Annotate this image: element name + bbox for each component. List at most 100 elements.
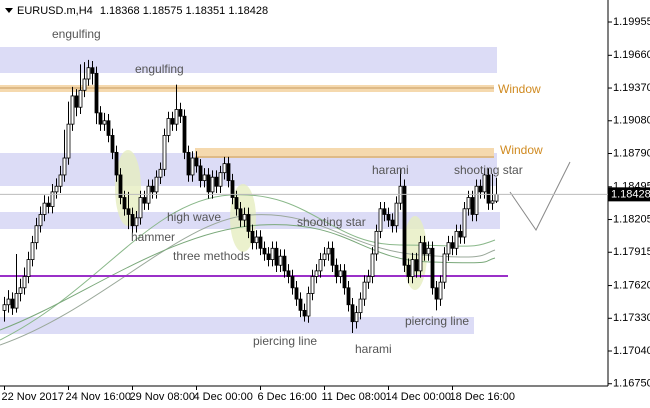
candle-body: [222, 163, 227, 174]
candle-body: [354, 312, 359, 323]
candle-body: [250, 230, 255, 244]
candle-body: [342, 270, 347, 289]
candle-body: [434, 287, 439, 300]
y-tick-label: 1.18790: [613, 147, 650, 159]
candle-body: [318, 259, 323, 272]
candle-body: [310, 276, 315, 294]
menu-icon: [5, 8, 13, 13]
candle-body: [482, 174, 487, 193]
candle-body: [386, 214, 391, 221]
candle-body: [302, 309, 307, 317]
candle-body: [418, 242, 423, 272]
candle-body: [118, 174, 123, 198]
y-tick-label: 1.17620: [613, 279, 650, 291]
x-tick-label: 11 Dec 08:00: [322, 391, 387, 403]
candle-body: [414, 259, 419, 272]
candle-body: [446, 242, 451, 255]
candle-body: [334, 264, 339, 277]
y-tick-label: 1.19660: [613, 49, 650, 61]
candle-body: [450, 242, 455, 249]
candle-body: [130, 214, 135, 227]
candle-body: [338, 270, 343, 277]
candle-body: [26, 259, 31, 277]
candle-body: [346, 287, 351, 306]
zones: [0, 47, 500, 334]
candle-body: [258, 236, 263, 249]
candle-body: [266, 253, 271, 260]
candle-body: [42, 202, 47, 215]
candle-body: [298, 298, 303, 311]
candle-body: [470, 197, 475, 215]
x-tick-label: 24 Nov 16:00: [66, 391, 131, 403]
candle-body: [170, 118, 175, 125]
y-tick-label: 1.19955: [613, 16, 650, 28]
ma-line: [0, 224, 496, 331]
x-tick-label: 22 Nov 2017: [2, 391, 64, 403]
candle-body: [206, 174, 211, 193]
candle-body: [2, 304, 7, 311]
candle-body: [478, 185, 483, 193]
candle-body: [34, 225, 39, 244]
candle-body: [22, 276, 27, 289]
y-tick-label: 1.19080: [613, 115, 650, 127]
candle-body: [70, 95, 75, 125]
candle-body: [230, 180, 235, 198]
price-label: 1.18428: [611, 188, 650, 200]
candle-body: [198, 165, 203, 181]
candle-body: [374, 230, 379, 255]
y-tick-label: 1.16750: [613, 378, 650, 390]
highlight: [115, 150, 141, 226]
close: 1.18428: [228, 5, 268, 17]
header: EURUSD.m,H4 1.18368 1.18575 1.18351 1.18…: [5, 5, 268, 17]
x-tick-label: 14 Dec 00:00: [386, 391, 451, 403]
candle-body: [10, 298, 15, 309]
annotation: hammer: [131, 230, 175, 244]
candle-body: [226, 163, 231, 181]
candle-body: [494, 193, 499, 202]
candle-body: [358, 298, 363, 314]
annotation: engulfing: [52, 27, 101, 41]
annotation: Window: [500, 143, 543, 157]
y-tick-label: 1.18205: [613, 213, 650, 225]
candle-body: [186, 151, 191, 176]
candle-body: [106, 120, 111, 136]
candle-body: [274, 247, 279, 266]
x-tick-label: 18 Dec 16:00: [450, 391, 515, 403]
candle-body: [438, 281, 443, 300]
candle-body: [466, 197, 471, 210]
candle-body: [350, 304, 355, 323]
candle-body: [66, 123, 71, 159]
candle-body: [202, 174, 207, 181]
x-tick-label: 6 Dec 16:00: [258, 391, 317, 403]
y-tick-label: 1.17330: [613, 312, 650, 324]
candle-body: [218, 172, 223, 187]
candle-body: [142, 197, 147, 204]
candle-body: [134, 217, 139, 227]
y-tick-label: 1.19370: [613, 82, 650, 94]
candle-body: [114, 151, 119, 176]
candle-body: [90, 67, 95, 74]
candle-body: [86, 67, 91, 80]
annotation: high wave: [167, 210, 221, 224]
candle-body: [422, 242, 427, 255]
candle-body: [426, 247, 431, 255]
candle-body: [98, 112, 103, 125]
low: 1.18351: [186, 5, 226, 17]
candle-body: [50, 191, 55, 207]
candle-body: [314, 270, 319, 277]
candle-body: [270, 247, 275, 260]
projection: [509, 161, 571, 231]
x-tick-label: 29 Nov 08:00: [130, 391, 195, 403]
x-tick-label: 4 Dec 00:00: [194, 391, 253, 403]
candle-body: [254, 236, 259, 244]
candle-body: [390, 219, 395, 227]
candle-body: [18, 287, 23, 294]
candle-body: [94, 72, 99, 114]
annotation: shooting star: [297, 215, 366, 229]
candle-body: [402, 185, 407, 266]
candle-body: [462, 208, 467, 238]
candle-body: [474, 185, 479, 215]
candle-body: [102, 120, 107, 125]
